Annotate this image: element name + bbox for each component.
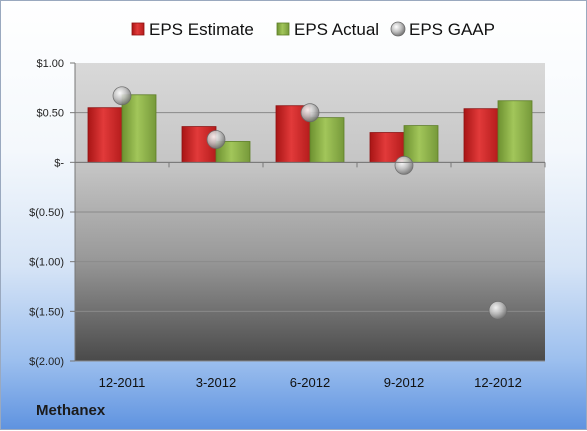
eps-gaap-point-12-2011 <box>112 86 132 106</box>
eps-actual-legend-swatch <box>276 22 290 36</box>
legend-label: EPS GAAP <box>409 20 495 39</box>
eps-actual-bar-9-2012 <box>403 125 439 163</box>
legend-label: EPS Estimate <box>149 20 254 39</box>
eps-estimate-legend-swatch <box>131 22 145 36</box>
eps-gaap-legend-swatch <box>390 21 406 37</box>
y-tick-label: $(2.00) <box>29 356 64 368</box>
eps-estimate-bar-12-2012 <box>463 108 499 163</box>
eps-actual-bar-12-2011 <box>121 94 157 163</box>
eps-estimate-bar-12-2011 <box>87 107 123 163</box>
y-tick-label: $- <box>54 157 64 169</box>
legend-label: EPS Actual <box>294 20 379 39</box>
y-tick-label: $(0.50) <box>29 207 64 219</box>
x-tick-label: 12-2011 <box>99 375 146 390</box>
x-tick-label: 9-2012 <box>384 375 424 390</box>
y-tick-label: $1.00 <box>36 58 64 70</box>
y-tick-label: $0.50 <box>36 108 64 120</box>
eps-gaap-point-12-2012 <box>488 300 508 320</box>
y-tick-label: $(1.00) <box>29 257 64 269</box>
eps-gaap-point-6-2012 <box>300 103 320 123</box>
eps-actual-bar-12-2012 <box>497 100 533 163</box>
x-tick-label: 3-2012 <box>196 375 236 390</box>
eps-estimate-bar-9-2012 <box>369 132 405 163</box>
company-name: Methanex <box>36 402 106 419</box>
x-tick-label: 12-2012 <box>474 375 522 390</box>
y-tick-label: $(1.50) <box>29 306 64 318</box>
x-tick-label: 6-2012 <box>290 375 330 390</box>
eps-actual-bar-6-2012 <box>309 117 345 163</box>
eps-gaap-point-3-2012 <box>206 130 226 149</box>
eps-gaap-point-9-2012 <box>394 155 414 175</box>
